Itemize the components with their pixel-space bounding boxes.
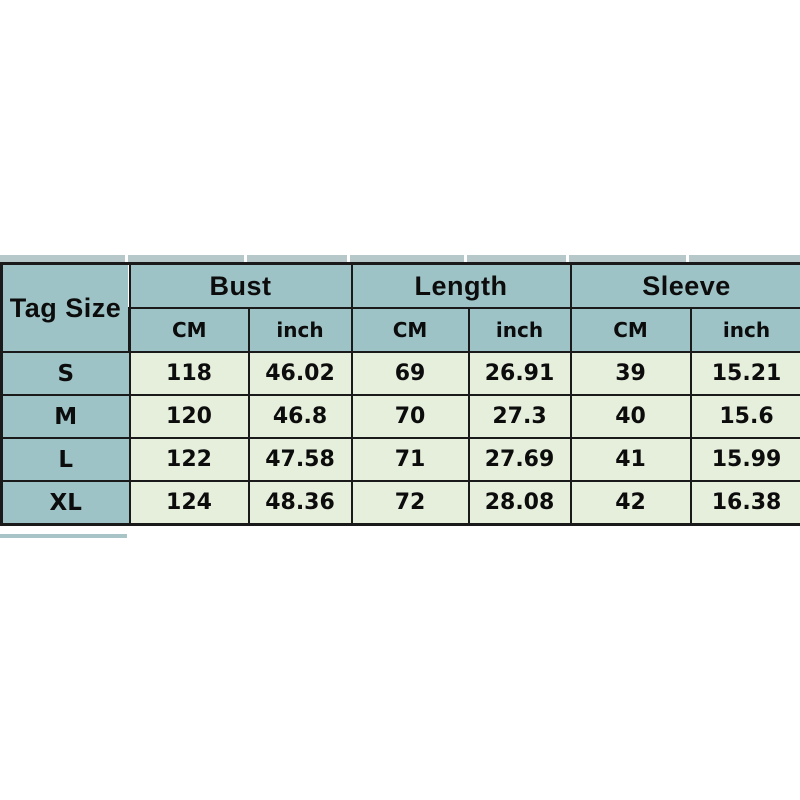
length-cm-cell: 70: [350, 394, 470, 439]
sleeve-inch-cell: 15.6: [689, 394, 800, 439]
size-cell: M: [0, 394, 131, 439]
length-cm-cell: 71: [350, 437, 470, 482]
length-inch-header: inch: [467, 307, 572, 353]
table-row-m: M 120 46.8 70 27.3 40 15.6: [0, 394, 800, 439]
bust-inch-cell: 46.8: [247, 394, 353, 439]
sleeve-group-header: Sleeve: [569, 262, 800, 309]
sleeve-cm-cell: 41: [569, 437, 692, 482]
sleeve-inch-cell: 15.21: [689, 351, 800, 396]
length-cm-cell: 69: [350, 351, 470, 396]
sleeve-inch-header: inch: [689, 307, 800, 353]
sliver-segment: [128, 255, 247, 263]
tag-size-header: Tag Size: [0, 262, 131, 353]
length-cm-header: CM: [350, 307, 470, 353]
sliver-segment: [569, 255, 689, 263]
bust-group-header: Bust: [128, 262, 353, 309]
table-row-xl: XL 124 48.36 72 28.08 42 16.38: [0, 480, 800, 526]
length-inch-cell: 27.69: [467, 437, 572, 482]
bust-cm-cell: 118: [128, 351, 250, 396]
size-cell: XL: [0, 480, 131, 526]
table-row-l: L 122 47.58 71 27.69 41 15.99: [0, 437, 800, 482]
length-cm-cell: 72: [350, 480, 470, 526]
sleeve-cm-cell: 39: [569, 351, 692, 396]
bust-inch-header: inch: [247, 307, 353, 353]
sleeve-cm-cell: 42: [569, 480, 692, 526]
length-inch-cell: 26.91: [467, 351, 572, 396]
bust-cm-cell: 120: [128, 394, 250, 439]
length-inch-cell: 27.3: [467, 394, 572, 439]
size-cell: S: [0, 351, 131, 396]
bust-inch-cell: 47.58: [247, 437, 353, 482]
sliver-segment: [689, 255, 800, 263]
length-inch-cell: 28.08: [467, 480, 572, 526]
bust-inch-cell: 48.36: [247, 480, 353, 526]
size-cell: L: [0, 437, 131, 482]
cropped-row-sliver: [0, 255, 800, 263]
sleeve-cm-header: CM: [569, 307, 692, 353]
sleeve-cm-cell: 40: [569, 394, 692, 439]
bust-inch-cell: 46.02: [247, 351, 353, 396]
sliver-segment: [247, 255, 350, 263]
sliver-segment: [0, 255, 128, 263]
length-group-header: Length: [350, 262, 572, 309]
table-row-s: S 118 46.02 69 26.91 39 15.21: [0, 351, 800, 396]
cropped-row-sliver-bottom: [0, 534, 127, 538]
size-chart-table: Tag Size Bust Length Sleeve CM inch CM i…: [0, 262, 800, 526]
sliver-segment: [350, 255, 467, 263]
sliver-segment: [467, 255, 569, 263]
sleeve-inch-cell: 15.99: [689, 437, 800, 482]
bust-cm-header: CM: [128, 307, 250, 353]
bust-cm-cell: 122: [128, 437, 250, 482]
sleeve-inch-cell: 16.38: [689, 480, 800, 526]
bust-cm-cell: 124: [128, 480, 250, 526]
